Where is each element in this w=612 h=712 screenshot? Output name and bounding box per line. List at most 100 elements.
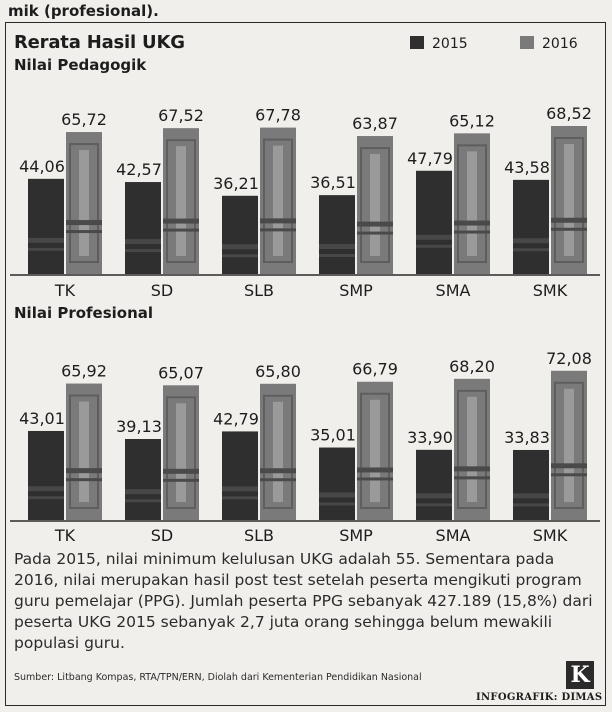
legend-2016: 2016	[520, 36, 578, 52]
bar-texture	[69, 143, 99, 263]
bar-texture	[370, 399, 380, 502]
bar-texture	[79, 150, 89, 256]
data-label-2015-slb: 36,21	[213, 174, 259, 193]
bar-band	[28, 486, 64, 492]
category-label-smp: SMP	[339, 526, 373, 545]
bar-texture	[166, 139, 196, 263]
bar-band	[66, 230, 102, 234]
bar-band	[357, 477, 393, 481]
bar-band	[163, 468, 199, 474]
bar-2015-tk	[28, 178, 64, 274]
bar-band	[357, 467, 393, 473]
infographic-credit: INFOGRAFIK: DIMAS	[476, 692, 603, 703]
data-label-2016-slb: 67,78	[255, 106, 301, 125]
source-text: Sumber: Litbang Kompas, RTA/TPN/ERN, Dio…	[14, 672, 422, 683]
bar-texture	[69, 394, 99, 509]
bar-band	[222, 496, 258, 500]
bar-band	[357, 231, 393, 235]
bar-texture	[79, 401, 89, 502]
bar-band	[416, 503, 452, 507]
bar-band	[513, 248, 549, 252]
bar-2015-sd	[125, 439, 161, 520]
bar-band	[66, 468, 102, 474]
footnote-text: Pada 2015, nilai minimum kelulusan UKG a…	[14, 550, 593, 652]
bar-band	[260, 228, 296, 232]
data-label-2015-sma: 47,79	[407, 149, 453, 168]
bar-2015-smp	[319, 447, 355, 520]
bar-band	[319, 244, 355, 250]
bar-texture	[467, 396, 477, 502]
chart-profesional: 43,01 65,92 TK 39,13 65,07 SD 42,79 65,80 SLB 35,…	[10, 349, 600, 545]
data-label-2016-smp: 66,79	[352, 360, 398, 379]
section-title-profesional: Nilai Profesional	[14, 304, 154, 322]
bar-2015-smp	[319, 195, 355, 274]
bar-band	[513, 503, 549, 507]
category-label-smk: SMK	[533, 526, 568, 545]
category-label-sd: SD	[151, 281, 173, 300]
bar-band	[28, 237, 64, 243]
bar-texture	[564, 143, 574, 256]
bar-band	[454, 476, 490, 480]
bar-band	[260, 478, 296, 482]
bar-2015-slb	[222, 431, 258, 520]
data-label-2015-smk: 43,58	[504, 158, 550, 177]
data-label-2016-smk: 68,52	[546, 104, 592, 123]
bar-texture	[360, 392, 390, 509]
bar-band	[222, 254, 258, 258]
bar-texture	[457, 144, 487, 263]
bar-band	[416, 234, 452, 240]
category-label-tk: TK	[54, 281, 76, 300]
bar-texture	[273, 145, 283, 256]
section-title-pedagogik: Nilai Pedagogik	[14, 56, 147, 74]
infographic-frame	[5, 22, 606, 706]
bar-texture	[263, 394, 293, 509]
bar-band	[163, 218, 199, 224]
bar-band	[66, 220, 102, 226]
bar-texture	[564, 388, 574, 502]
bar-band	[416, 244, 452, 248]
bar-texture	[457, 389, 487, 509]
data-label-2015-sd: 39,13	[116, 417, 162, 436]
bar-2015-slb	[222, 195, 258, 274]
category-label-slb: SLB	[244, 281, 274, 300]
chart-pedagogik: 44,06 65,72 TK 42,57 67,52 SD 36,21 67,78 SLB 36,…	[10, 104, 600, 300]
bar-texture	[554, 136, 584, 263]
bar-texture	[166, 396, 196, 509]
bar-band	[222, 486, 258, 492]
bar-band	[222, 244, 258, 250]
bar-band	[260, 218, 296, 224]
bar-2015-tk	[28, 430, 64, 520]
data-label-2015-sma: 33,90	[407, 428, 453, 447]
bar-band	[28, 247, 64, 251]
bar-band	[125, 489, 161, 495]
legend-label-2015: 2015	[432, 36, 468, 52]
category-label-tk: TK	[54, 526, 76, 545]
category-label-smk: SMK	[533, 281, 568, 300]
data-label-2015-tk: 44,06	[19, 157, 65, 176]
bar-band	[319, 492, 355, 498]
bar-band	[66, 478, 102, 482]
data-label-2016-slb: 65,80	[255, 362, 301, 381]
bar-2015-sd	[125, 182, 161, 274]
bar-2015-sma	[416, 449, 452, 520]
bar-texture	[370, 154, 380, 256]
bar-band	[125, 239, 161, 245]
data-label-2015-smp: 36,51	[310, 173, 356, 192]
bar-2015-smk	[513, 449, 549, 520]
bar-band	[319, 254, 355, 258]
bar-texture	[176, 403, 186, 502]
kompas-logo: K	[566, 661, 594, 689]
bar-band	[551, 217, 587, 223]
bar-band	[163, 228, 199, 232]
data-label-2015-sd: 42,57	[116, 160, 162, 179]
bar-band	[260, 468, 296, 474]
data-label-2016-smp: 63,87	[352, 114, 398, 133]
bar-band	[513, 238, 549, 244]
bar-band	[551, 463, 587, 469]
data-label-2015-smk: 33,83	[504, 428, 550, 447]
cut-off-text: mik (profesional).	[8, 2, 159, 20]
category-label-smp: SMP	[339, 281, 373, 300]
bar-band	[125, 499, 161, 503]
data-label-2016-tk: 65,92	[61, 362, 107, 381]
bar-band	[454, 230, 490, 234]
